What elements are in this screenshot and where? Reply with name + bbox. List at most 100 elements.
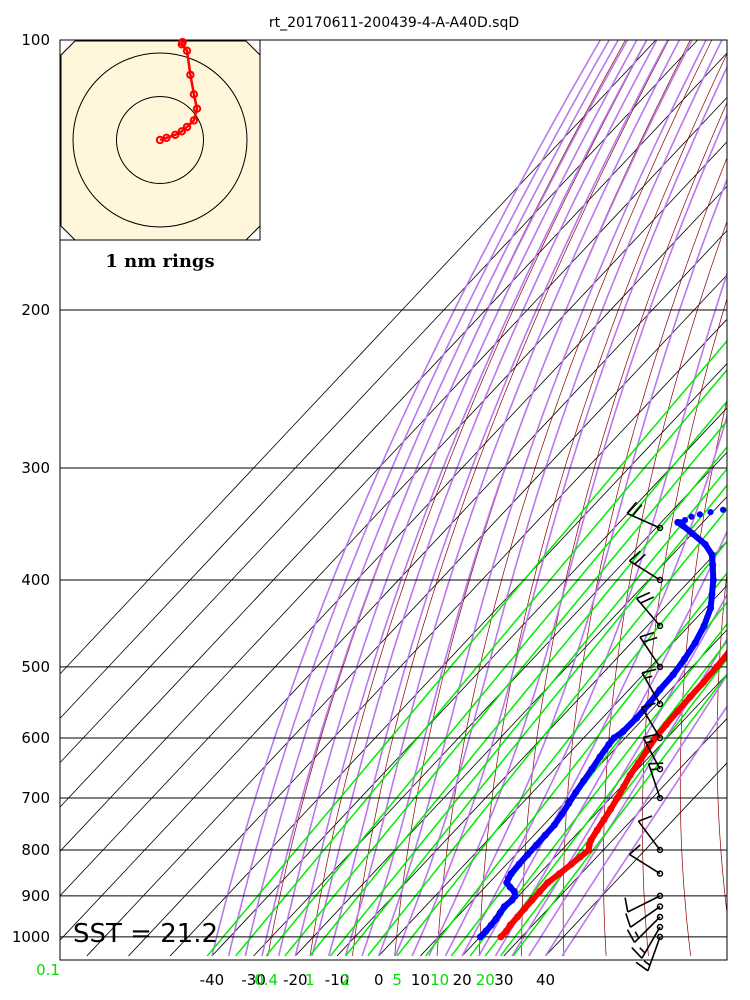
hodograph-ring-label: 1 nm rings [105,251,214,272]
wind-barb-flag [641,668,657,674]
wind-barb-flag [648,762,664,765]
isotherm-line [169,363,727,957]
wind-barb-flag [640,596,655,604]
isotherm-line [60,96,727,808]
wind-barb-station [656,765,664,773]
moist-adiabat-line [294,40,648,957]
dewpoint-point [588,765,596,773]
wind-barb-half-flag [645,740,654,744]
dewpoint-upper-dots-point [696,511,704,518]
wind-barb-flag [625,913,632,928]
wind-barb-half-flag [643,960,651,966]
hodograph-point [182,122,192,132]
wind-barb [637,815,664,854]
hodograph-point [177,127,187,136]
wind-barb-flag [639,631,655,638]
wind-barb-flag [641,702,656,708]
temperature-point [567,860,575,868]
dewpoint-point [500,903,508,911]
temperature-point [739,631,745,637]
pressure-tick-label: 700 [21,789,50,807]
temperature-point [626,771,634,779]
dewpoint-point [476,933,484,941]
temperature-point [662,721,670,729]
wind-barb-station [656,913,664,921]
wind-barb-flag [628,550,641,562]
hodograph-ring [72,52,248,228]
dry-adiabat-line [521,101,727,956]
dry-adiabat-line [562,156,727,956]
dewpoint-upper-dots-point [720,506,727,513]
wind-barb [647,762,664,802]
wind-barb-shaft [641,926,661,959]
dewpoint-upper-dots-point [707,508,714,516]
hodograph-point [189,90,199,99]
moist-adiabat-line [277,40,638,957]
wind-barb-flag [628,844,641,856]
dewpoint-point [565,800,573,807]
isotherm-line [128,318,727,957]
wind-barb-station [656,576,664,584]
wind-barb-flag [635,961,649,972]
dewpoint-point [681,655,688,663]
isotherm-line [295,496,727,957]
mixing-ratio-axis: 0.10.4 1 2 5 10 20 [36,961,495,989]
wind-barb [641,668,664,708]
pressure-tick-label: 900 [21,887,50,905]
mixing-ratio-line [469,622,727,957]
dewpoint-point [487,921,495,929]
wind-barb-flag [643,636,658,643]
hodograph-point [189,116,199,125]
wind-barb-station [656,870,664,877]
temperature-point [514,913,521,921]
hodograph-frame [59,39,261,241]
temperature-tick-label: -20 [283,971,308,989]
wind-barb-station [656,892,664,900]
hodograph-point [186,70,195,80]
mixing-ratio-line [450,601,727,957]
dewpoint-point [700,622,708,630]
dry-adiabat-line [716,569,727,916]
wind-barb [626,501,664,532]
wind-barb [642,733,664,773]
plot-frame [59,39,728,961]
mixing-ratio-tick-label: 2 [341,971,351,989]
mixing-ratio-line [425,571,727,957]
profiles [476,506,745,941]
moist-adiabat-line [394,40,723,957]
background-lines [60,40,727,957]
sst-label: SST = 21.2 [73,919,218,949]
hodograph-trace [159,41,199,142]
temperature-point [674,707,682,715]
temperature-point [620,783,628,791]
wind-barb-station [656,846,664,854]
hodograph-point [171,130,180,140]
hodograph-point [162,133,171,143]
temperature-tick-label: 40 [536,971,555,989]
wind-barb-station [656,933,664,941]
dewpoint-point [524,851,531,859]
wind-barb-flag [634,553,646,565]
pressure-tick-label: 400 [21,571,50,589]
wind-barb-station [656,524,664,532]
dry-adiabat-line [436,40,713,956]
dewpoint-upper-dots-point [681,517,689,524]
isotherm-line [378,584,727,957]
isotherm-line [60,229,727,941]
wind-barb-half-flag [639,947,646,954]
wind-barb-half-flag [644,675,653,679]
isotherm-line [545,762,727,957]
isotherm-line [503,717,727,957]
temperature-tick-label: -30 [241,971,266,989]
pressure-tick-label: 600 [21,729,50,747]
dewpoint-point [496,909,504,917]
dry-adiabat-line [309,40,648,956]
wind-barb-station [656,923,664,931]
wind-barb [628,844,664,877]
temperature-point [613,794,621,802]
wind-barb-flag [631,947,643,959]
dewpoint-point [572,788,580,796]
wind-barb-flag [626,929,636,943]
pressure-tick-label: 300 [21,459,50,477]
wind-barb-station [656,663,664,671]
